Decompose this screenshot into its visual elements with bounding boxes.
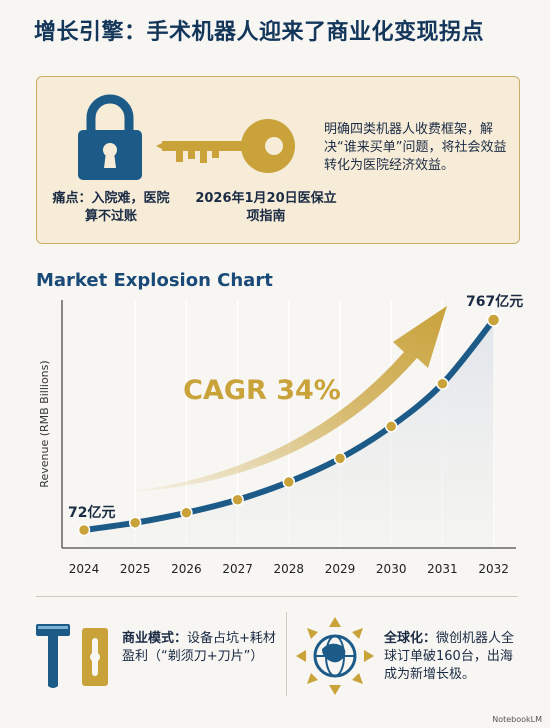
brand-label: NotebookLM: [492, 715, 542, 724]
razor-icon: [36, 624, 70, 688]
data-point: [486, 313, 501, 327]
x-tick-label: 2025: [120, 562, 151, 576]
fee-framework-text: 明确四类机器人收费框架，解决“谁来买单”问题，将社会效益转化为医院经济效益。: [324, 122, 507, 173]
globalization-desc: 微创机器人全球订单破160台，出海成为新增长极。: [384, 631, 515, 682]
business-model-title: 商业模式：: [122, 631, 188, 646]
blade-icon: [82, 628, 108, 686]
y-axis-label: Revenue (RMB Billions): [38, 360, 51, 487]
bottom-vertical-divider: [286, 612, 287, 696]
x-tick-label: 2024: [69, 562, 100, 576]
x-tick-label: 2027: [222, 562, 253, 576]
area-fill: [84, 320, 494, 548]
bottom-divider: [36, 596, 518, 597]
data-point: [128, 516, 142, 529]
chart-title: Market Explosion Chart: [36, 270, 273, 291]
data-point: [231, 493, 244, 507]
data-point: [282, 475, 296, 489]
data-point: [77, 523, 91, 537]
x-tick-label: 2030: [376, 562, 407, 576]
razor-blade-illustration: [36, 624, 108, 688]
data-point: [180, 506, 193, 520]
start-value-label: 72亿元: [68, 504, 115, 521]
data-point: [333, 452, 347, 465]
x-tick-label: 2029: [325, 562, 356, 576]
key-icon: [156, 119, 295, 173]
policy-date-text: 2026年1月20日医保立项指南: [195, 191, 337, 224]
policy-panel: 痛点：入院难，医院算不过账 2026年1月20日医保立项指南 明确四类机器人收费…: [36, 76, 520, 244]
globalization-title: 全球化：: [384, 631, 437, 646]
business-model-desc: 设备占坑+耗材盈利（“剃须刀+刀片”）: [122, 631, 276, 664]
x-tick-label: 2026: [171, 562, 202, 576]
data-point: [384, 420, 398, 433]
globe-icon: [296, 617, 374, 695]
x-tick-label: 2031: [427, 562, 458, 576]
x-tick-label: 2028: [274, 562, 305, 576]
lock-icon: [78, 94, 142, 180]
business-model-text: 商业模式：设备占坑+耗材盈利（“剃须刀+刀片”）: [122, 630, 282, 666]
globalization-text: 全球化：微创机器人全球订单破160台，出海成为新增长极。: [384, 630, 524, 684]
cagr-label: CAGR 34%: [183, 375, 341, 406]
page-title: 增长引擎：手术机器人迎来了商业化变现拐点: [34, 20, 485, 45]
x-tick-label: 2032: [478, 562, 509, 576]
data-point: [436, 377, 449, 391]
pain-point-text: 痛点：入院难，医院算不过账: [52, 191, 170, 224]
end-value-label: 767亿元: [466, 293, 523, 310]
